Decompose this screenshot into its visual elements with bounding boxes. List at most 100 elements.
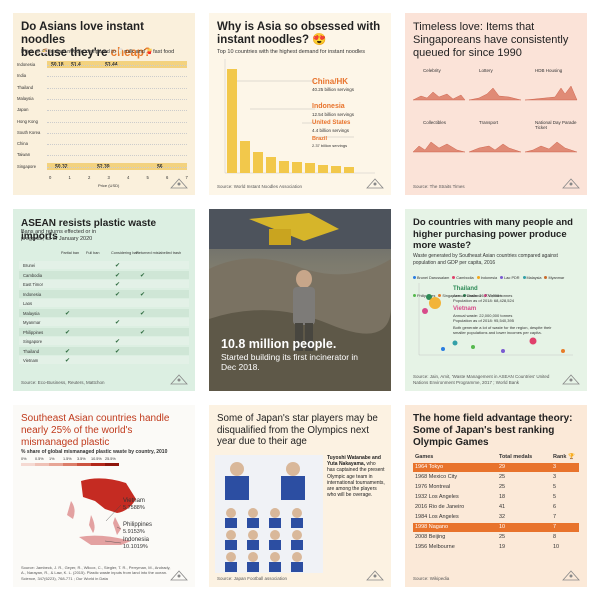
cell-rank: 5 (553, 494, 557, 500)
tile-subtitle: % share of global mismanaged plastic was… (21, 449, 168, 455)
anno-thailand-name: Thailand (453, 286, 478, 292)
tile-title: Timeless love: Items that Singaporeans h… (413, 21, 569, 59)
cell-games: 1984 Los Angeles (415, 514, 459, 520)
check-icon: ✔ (115, 320, 121, 326)
post-tile-waste-vs-population[interactable]: Do countries with many people and higher… (405, 209, 587, 391)
legend-item: Thailand (462, 294, 481, 298)
legend-item: Lao PDR (500, 276, 520, 280)
cell-rank: 3 (553, 464, 557, 470)
row-gridline (47, 65, 187, 66)
legend-dot-icon (476, 276, 480, 279)
table-row: 1956 Melbourne 19 10 (413, 543, 579, 552)
anno-us-value: 4.4 billion servings (312, 128, 350, 133)
table-row: Myanmar ✔ (19, 318, 189, 326)
panel-area-chart (469, 87, 522, 101)
brand-logo-icon (366, 178, 384, 189)
cell-rank: 7 (553, 524, 557, 530)
panel-label: National Day Parade Ticket (535, 120, 577, 130)
post-tile-instant-noodles-price[interactable]: Do Asians love instant noodles because t… (13, 13, 195, 195)
label-vietnam-name: Vietnam (123, 498, 145, 504)
x-axis-label: Price (USD) (98, 183, 120, 188)
tile-source: Source: The Straits Times (413, 184, 465, 189)
cell-games: 1968 Mexico City (415, 474, 458, 480)
bar-thailand (331, 166, 341, 173)
anno-thailand-line1: Annual waste: 26,770,000 tonnes (453, 293, 513, 298)
brand-logo-icon (366, 570, 384, 581)
tile-title: The home field advantage theory: Some of… (413, 413, 573, 448)
cell-medals: 18 (499, 494, 506, 500)
point-thailand (426, 294, 432, 300)
tile-title: Some of Japan's star players may be disq… (217, 413, 378, 447)
bar-philippines (318, 165, 328, 173)
table-row: Philippines ✔ ✔ (19, 327, 189, 336)
country-name: Vietnam (23, 358, 39, 363)
brand-logo-icon (562, 178, 580, 189)
scale-swatch (35, 463, 49, 466)
bar-united-states (292, 162, 302, 173)
scale-swatch (21, 463, 35, 466)
country-label: India (17, 73, 27, 79)
tile-subtitle: Price of 🍜 instant noodle compared to 🥛m… (21, 49, 175, 55)
panel-label: Transport (479, 120, 499, 125)
row-gridline (47, 132, 187, 134)
country-name: Brunei (23, 263, 36, 268)
cell-medals: 32 (499, 514, 506, 520)
anno-thailand-line2: Population as of 2018: 68,428,524 (453, 298, 514, 303)
caption-names: Tuyoshi Watanabe and Yuta Nakayama, (327, 455, 381, 468)
brand-logo-icon (562, 374, 580, 385)
bar-vietnam (279, 161, 289, 173)
cell-games: 1964 Tokyo (415, 464, 444, 470)
legend-label: Malaysia (526, 276, 542, 280)
post-tile-japan-olympic-players[interactable]: Some of Japan's star players may be disq… (209, 405, 391, 587)
legend-label: Brunei Darussalam (417, 276, 450, 280)
table-row: 1932 Los Angeles 18 5 (413, 493, 579, 502)
label-indonesia-name: Indonesia (123, 537, 150, 543)
post-tile-landfill-photo[interactable]: 10.8 million people. Started building it… (209, 209, 391, 391)
brand-logo-icon (562, 570, 580, 581)
tile-title: Why is Asia so obsessed with instant nood… (217, 21, 381, 46)
table-row: 1976 Montreal 25 5 (413, 483, 579, 492)
post-tile-japan-olympic-rankings[interactable]: The home field advantage theory: Some of… (405, 405, 587, 587)
country-name: Indonesia (23, 291, 42, 297)
cell-rank: 6 (553, 504, 557, 510)
demand-bar-chart (224, 59, 375, 174)
row-gridline (47, 76, 187, 78)
column-header: Returned mislabelled trash (136, 251, 182, 255)
team-photo-image (215, 455, 323, 573)
post-tile-mismanaged-plastic[interactable]: Southeast Asian countries handle nearly … (13, 405, 195, 587)
post-tile-singapore-queues[interactable]: Timeless love: Items that Singaporeans h… (405, 13, 587, 195)
country-label: Indonesia (17, 62, 36, 67)
scale-label: 10.5% (91, 457, 102, 461)
anno-note: Both generate a lot of waste for the reg… (453, 325, 552, 335)
post-tile-asean-plastic-bans[interactable]: ASEAN resists plastic waste imports Bans… (13, 209, 195, 391)
table-row: Thailand ✔ ✔ (19, 346, 189, 355)
cell-games: 2016 Rio de Janeiro (415, 504, 465, 510)
tile-title: Do Asians love instant noodles because t… (21, 21, 151, 59)
anno-vietnam-line2: Population as of 2018: 95,540,395 (453, 318, 514, 323)
country-name: Malaysia (23, 310, 40, 316)
country-label: Japan (17, 107, 29, 113)
legend-item: Singapore (438, 294, 460, 298)
column-header: Full ban (86, 251, 100, 255)
legend-item: Brunei Darussalam (413, 276, 449, 280)
waste-scatter-chart (418, 283, 573, 356)
label-philippines-value: 5.9153% (123, 529, 145, 535)
x-tick: 1 (68, 175, 71, 180)
anno-brazil-value: 2.37 billion servings (312, 143, 348, 148)
check-icon: ✔ (115, 348, 121, 355)
scale-label: 25.5% (105, 457, 116, 461)
tile-subtitle: Bans and returns effected or in progress… (21, 229, 97, 242)
table-row: East Timor ✔ (19, 280, 189, 288)
bar-brazil (344, 167, 354, 173)
country-label: Malaysia (17, 95, 34, 101)
label-philippines-name: Philippines (123, 522, 153, 528)
scale-swatch (49, 463, 63, 466)
cell-medals: 29 (499, 464, 506, 470)
anno-indonesia-name: Indonesia (312, 103, 345, 110)
column-header: Considering ban (111, 251, 139, 255)
bar-japan (266, 157, 276, 173)
point-cambodia (529, 337, 537, 345)
landfill-scene-image (209, 209, 391, 391)
post-tile-instant-noodle-demand[interactable]: Why is Asia so obsessed with instant nood… (209, 13, 391, 195)
anno-vietnam-name: Vietnam (453, 306, 477, 312)
